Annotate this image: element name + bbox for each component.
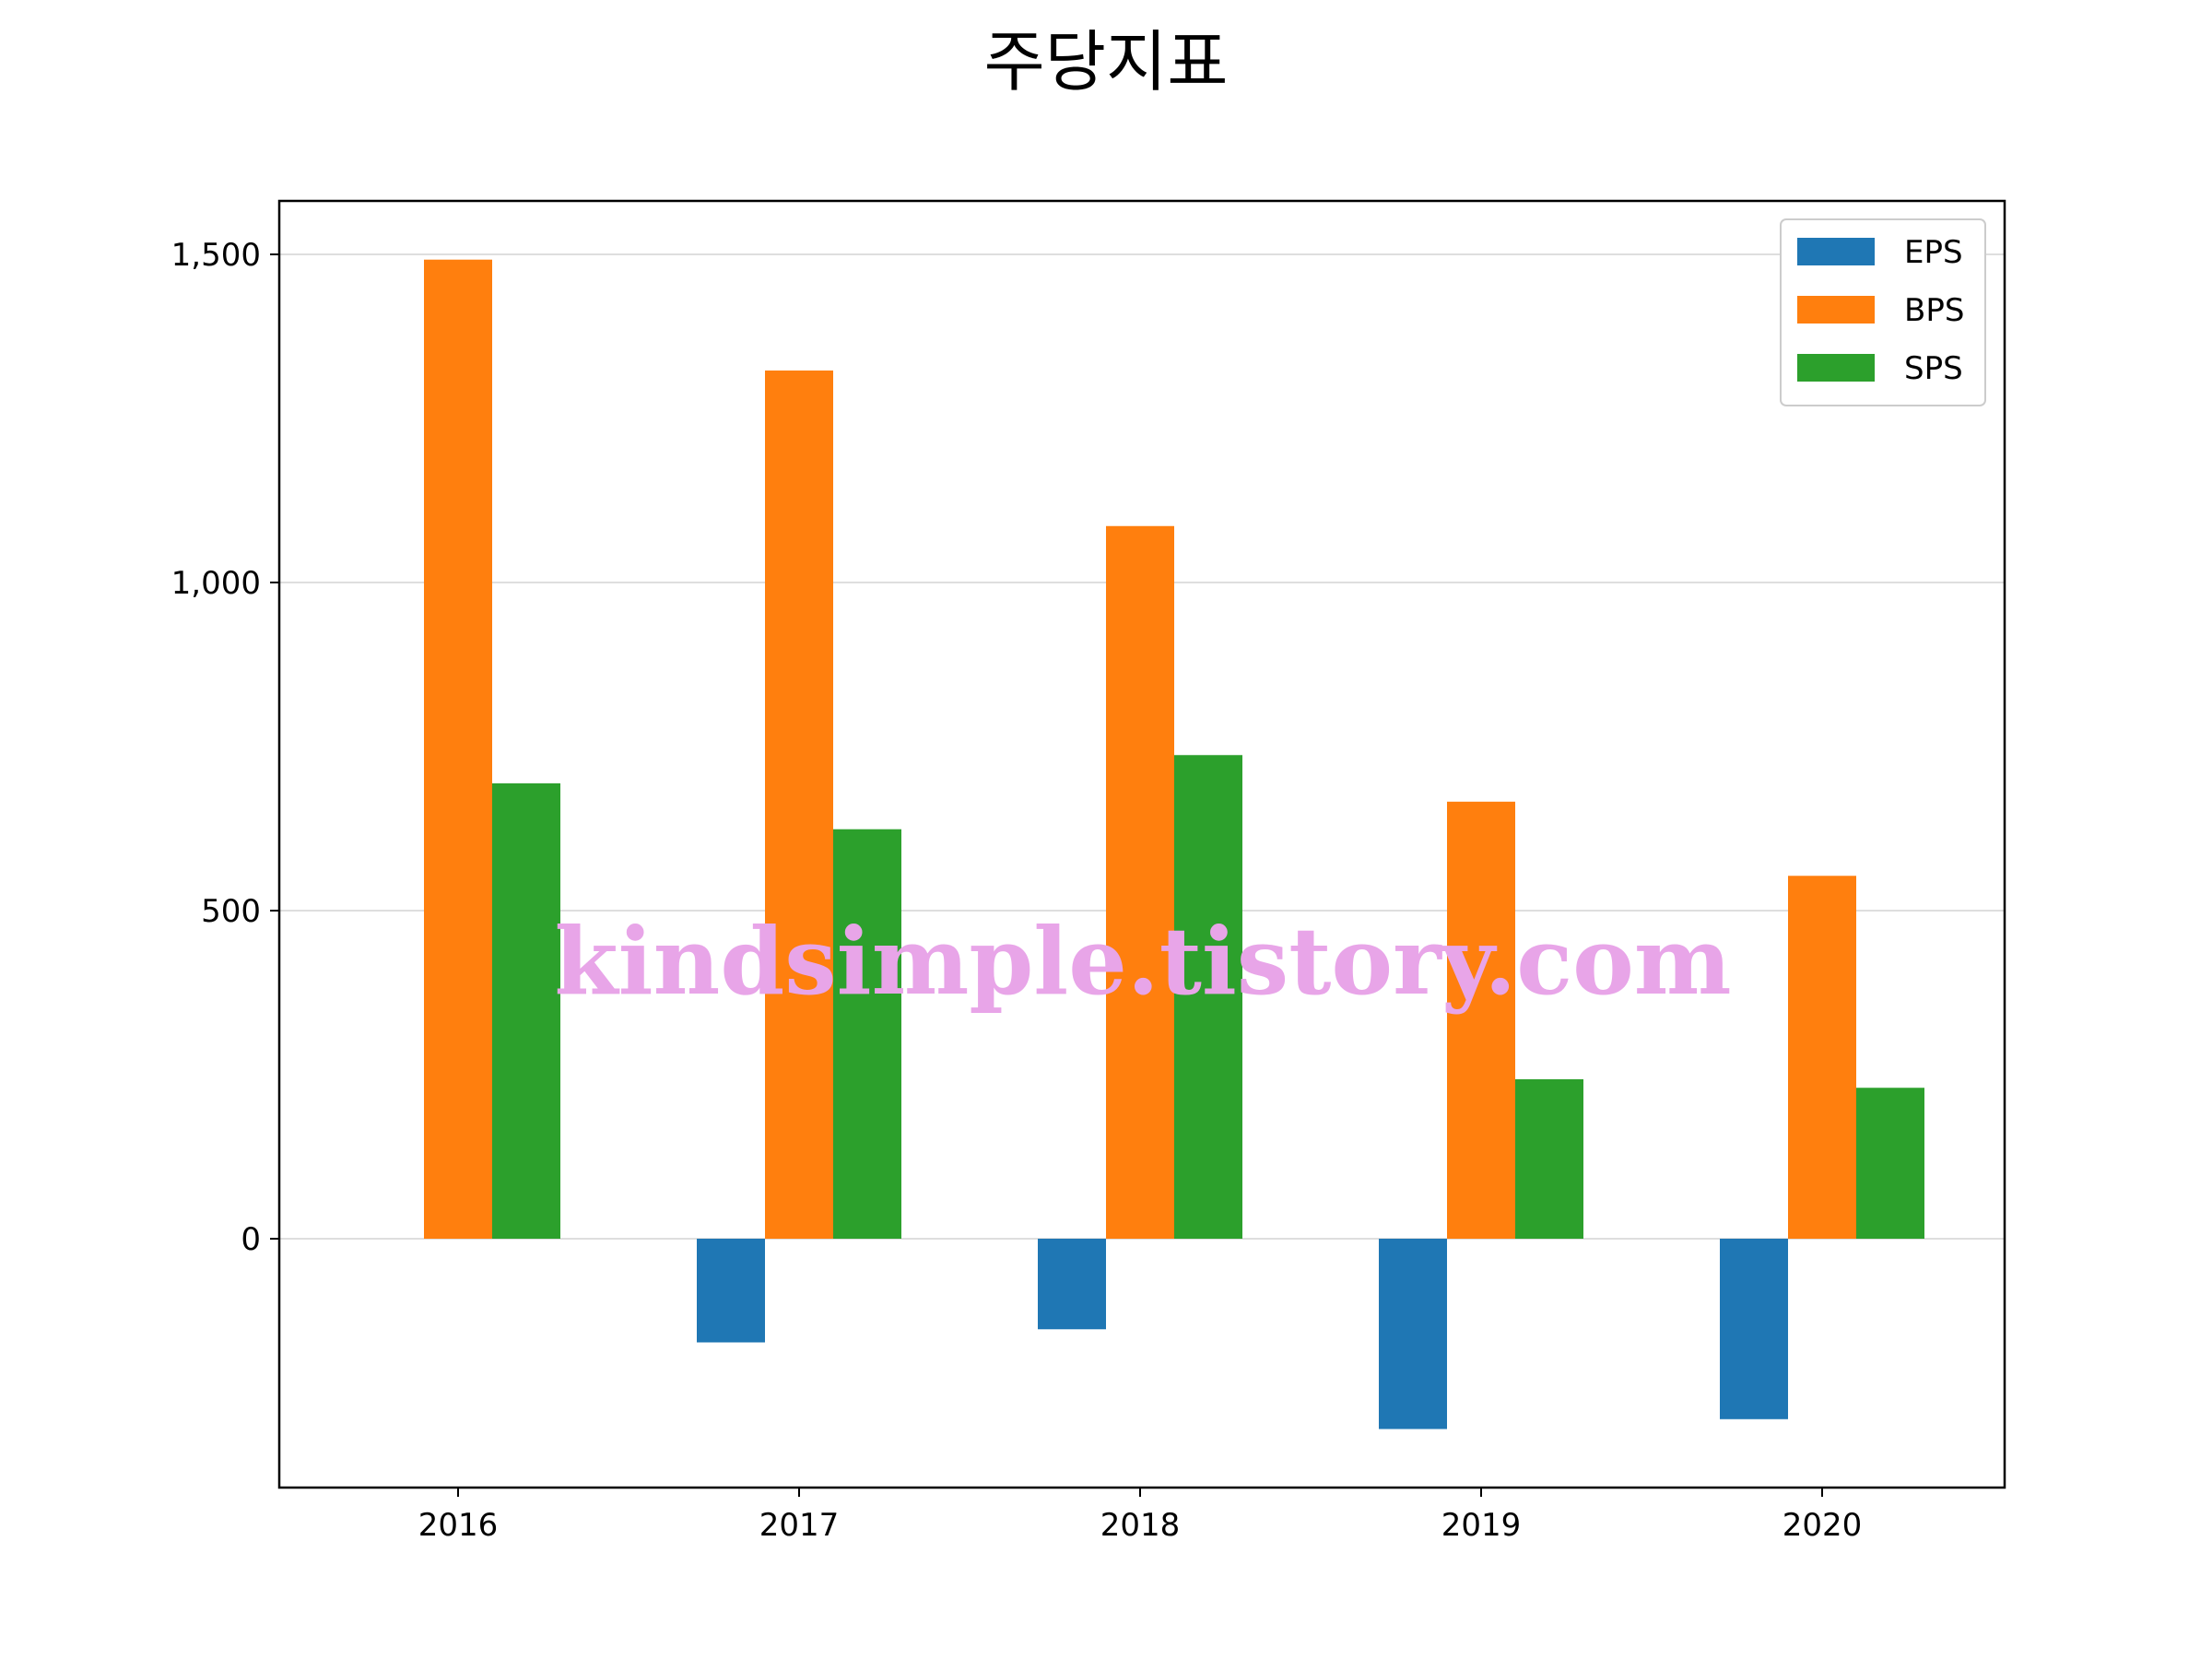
y-tick-label: 500 — [201, 893, 261, 930]
bar-sps-2019 — [1515, 1078, 1583, 1239]
legend-swatch-eps — [1797, 238, 1875, 265]
bars — [424, 259, 1924, 1430]
legend-swatch-sps — [1797, 354, 1875, 382]
plot-frame — [277, 199, 2006, 1489]
y-tick-label: 1,500 — [171, 237, 261, 274]
bar-sps-2020 — [1856, 1088, 1924, 1239]
x-tick-label: 2017 — [759, 1507, 840, 1544]
bar-sps-2018 — [1174, 755, 1242, 1239]
x-tick-label: 2018 — [1100, 1507, 1181, 1544]
x-axis: 2016 2017 2018 2019 2020 — [418, 1488, 1863, 1544]
x-tick-label: 2016 — [418, 1507, 499, 1544]
legend-label-eps: EPS — [1904, 234, 1963, 271]
y-tick-label: 0 — [241, 1221, 261, 1258]
legend-swatch-bps — [1797, 296, 1875, 324]
bar-eps-2017 — [697, 1239, 765, 1343]
watermark: kindsimple.tistory.com — [554, 907, 1731, 1016]
bar-eps-2018 — [1038, 1239, 1106, 1330]
bar-sps-2016 — [492, 782, 560, 1239]
y-axis: 0 500 1,000 1,500 — [171, 237, 279, 1258]
chart-title: 주당지표 — [984, 23, 1229, 100]
x-tick-label: 2019 — [1441, 1507, 1522, 1544]
bar-bps-2018 — [1106, 525, 1174, 1239]
legend: EPS BPS SPS — [1780, 218, 1986, 406]
y-tick-label: 1,000 — [171, 565, 261, 602]
legend-label-bps: BPS — [1904, 292, 1964, 329]
bar-eps-2019 — [1379, 1239, 1447, 1430]
bar-bps-2019 — [1447, 801, 1515, 1239]
bar-bps-2020 — [1788, 876, 1856, 1239]
bar-bps-2017 — [765, 371, 833, 1239]
x-tick-label: 2020 — [1783, 1507, 1863, 1544]
legend-label-sps: SPS — [1904, 350, 1963, 387]
bar-eps-2020 — [1720, 1239, 1788, 1419]
bar-bps-2016 — [424, 259, 492, 1239]
bar-sps-2017 — [833, 829, 901, 1239]
